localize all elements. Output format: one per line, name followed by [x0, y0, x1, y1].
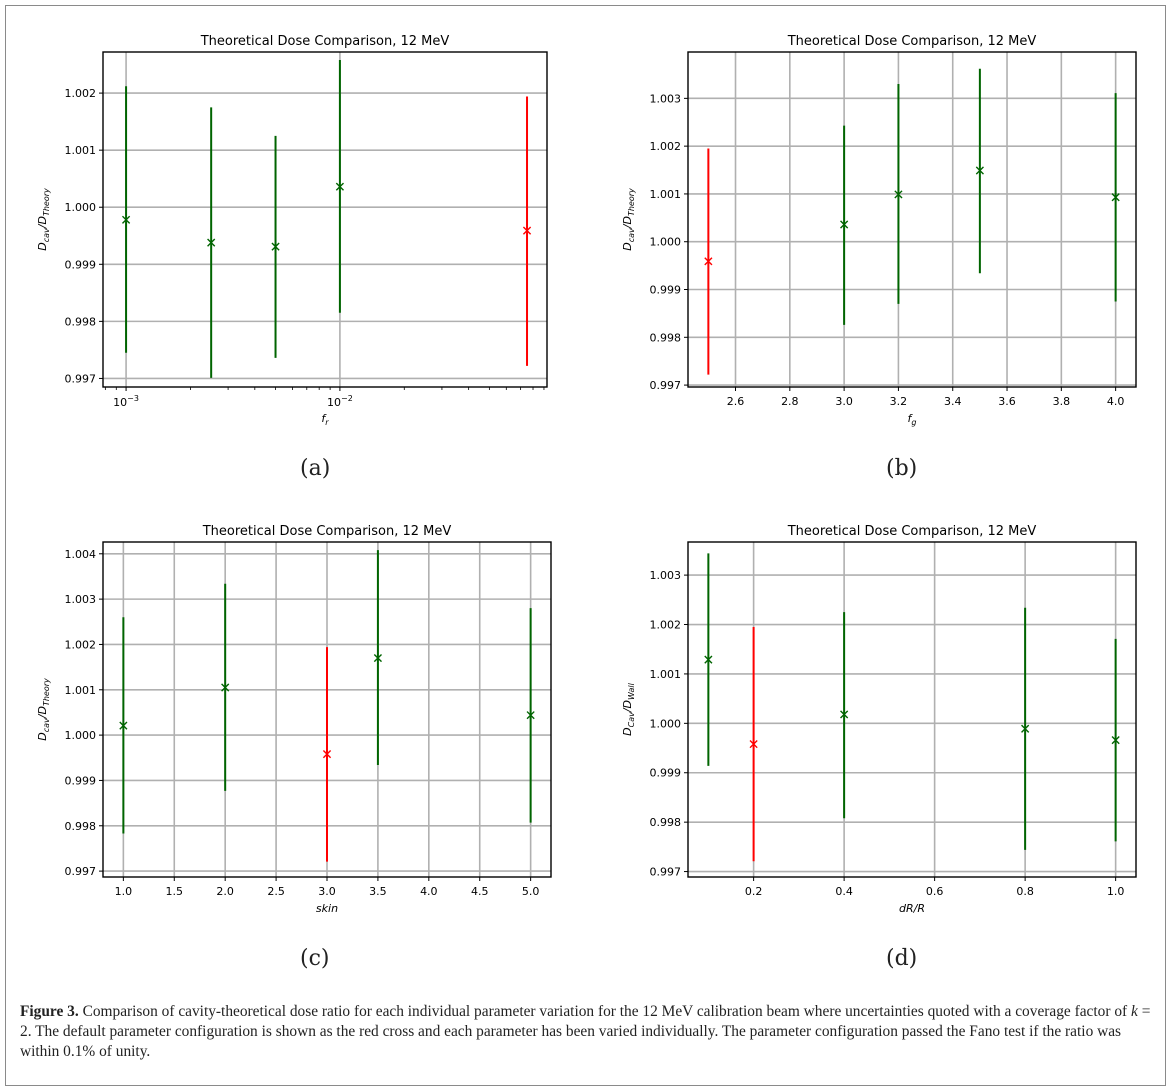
x-axis-label-c: skin: [316, 902, 338, 915]
data-point-marker-b-1: [840, 220, 849, 229]
data-point-marker-a-0: [121, 215, 131, 224]
y-tick-label-a-5: 1.002: [65, 87, 97, 100]
x-tick-label-c-2: 2.0: [216, 885, 234, 898]
default-point-marker-d-1: [749, 739, 758, 749]
x-tick-label-d-4: 1.0: [1107, 885, 1125, 898]
x-tick-label-b-6: 3.8: [1053, 395, 1071, 408]
figure-frame: [5, 5, 1166, 1086]
sublabel-c: (c): [300, 946, 330, 971]
x-tick-label-c-6: 4.0: [420, 885, 438, 898]
data-point-marker-c-4: [526, 711, 535, 720]
x-axis-label-a: fr: [321, 412, 329, 427]
chart-title-a: Theoretical Dose Comparison, 12 MeV: [200, 34, 450, 49]
caption-label: Figure 3.: [20, 1003, 79, 1020]
x-tick-label-c-4: 3.0: [318, 885, 336, 898]
y-tick-label-d-5: 1.002: [650, 619, 682, 632]
x-tick-label-d-0: 0.2: [745, 885, 763, 898]
y-tick-label-b-2: 0.999: [650, 284, 682, 297]
y-tick-label-a-3: 1.000: [65, 201, 97, 214]
x-tick-label-d-3: 0.8: [1016, 885, 1034, 898]
y-tick-label-b-5: 1.002: [650, 140, 682, 153]
y-tick-label-c-3: 1.000: [65, 729, 97, 742]
data-point-marker-d-2: [840, 710, 849, 719]
data-point-marker-b-2: [894, 190, 903, 199]
data-point-marker-d-0: [704, 655, 713, 664]
x-tick-label-b-4: 3.4: [944, 395, 962, 408]
x-tick-label-a-0: 10−3: [113, 394, 139, 409]
y-tick-label-c-0: 0.997: [65, 865, 97, 878]
x-tick-label-b-7: 4.0: [1107, 395, 1125, 408]
data-point-marker-c-0: [119, 721, 128, 730]
x-tick-label-c-8: 5.0: [522, 885, 540, 898]
x-tick-label-d-1: 0.4: [835, 885, 853, 898]
y-tick-label-b-3: 1.000: [650, 236, 682, 249]
y-axis-label-c: Dcav/DTheory: [36, 678, 51, 741]
figure-caption: Figure 3. Comparison of cavity-theoretic…: [20, 1002, 1155, 1062]
plot-frame-d: [687, 541, 1137, 878]
data-point-marker-c-1: [221, 683, 230, 692]
y-tick-label-c-4: 1.001: [65, 684, 97, 697]
y-axis-label-b: Dcav/DTheory: [621, 188, 636, 251]
data-point-marker-a-3: [335, 182, 345, 191]
plot-frame-b: [687, 51, 1137, 388]
data-point-marker-c-3: [373, 653, 383, 663]
y-tick-label-a-4: 1.001: [65, 144, 97, 157]
y-tick-label-a-2: 0.999: [65, 258, 97, 271]
data-point-marker-a-2: [271, 242, 280, 251]
y-tick-label-d-3: 1.000: [650, 717, 682, 730]
y-tick-label-a-1: 0.998: [65, 315, 97, 328]
x-tick-label-c-7: 4.5: [471, 885, 489, 898]
y-tick-label-b-0: 0.997: [650, 379, 682, 392]
y-tick-label-b-4: 1.001: [650, 188, 682, 201]
x-tick-label-c-5: 3.5: [369, 885, 387, 898]
data-point-marker-b-4: [1111, 193, 1120, 202]
chart-title-b: Theoretical Dose Comparison, 12 MeV: [787, 34, 1037, 49]
x-axis-label-b: fg: [908, 412, 917, 427]
x-tick-label-b-0: 2.6: [727, 395, 745, 408]
default-point-marker-c-2: [322, 750, 332, 759]
y-tick-label-c-5: 1.002: [65, 638, 97, 651]
y-tick-label-c-6: 1.003: [65, 593, 97, 606]
y-tick-label-d-2: 0.999: [650, 767, 682, 780]
y-tick-label-b-6: 1.003: [650, 92, 682, 105]
y-tick-label-d-1: 0.998: [650, 816, 682, 829]
default-point-marker-a-4: [522, 226, 532, 235]
x-tick-label-c-0: 1.0: [115, 885, 133, 898]
sublabel-b: (b): [886, 456, 918, 481]
sublabel-a: (a): [300, 456, 331, 481]
data-point-marker-d-4: [1111, 736, 1120, 745]
default-point-marker-b-0: [704, 257, 713, 266]
x-tick-label-b-5: 3.6: [998, 395, 1016, 408]
y-tick-label-d-6: 1.003: [650, 569, 682, 582]
y-tick-label-d-4: 1.001: [650, 668, 682, 681]
y-axis-label-d: DCav/DWall: [621, 682, 636, 736]
x-tick-label-b-1: 2.8: [781, 395, 799, 408]
chart-title-d: Theoretical Dose Comparison, 12 MeV: [787, 524, 1037, 539]
sublabel-d: (d): [886, 946, 918, 971]
x-tick-label-b-3: 3.2: [890, 395, 908, 408]
caption-text-part2: . The default parameter configuration is…: [20, 1023, 1122, 1060]
caption-k-value: = 2: [20, 1003, 1151, 1040]
x-tick-label-d-2: 0.6: [926, 885, 944, 898]
y-tick-label-d-0: 0.997: [650, 866, 682, 879]
data-point-marker-b-3: [975, 166, 984, 175]
y-tick-label-c-7: 1.004: [65, 548, 97, 561]
x-tick-label-b-2: 3.0: [835, 395, 853, 408]
x-tick-label-a-1: 10−2: [327, 394, 353, 409]
y-tick-label-c-2: 0.999: [65, 774, 97, 787]
data-point-marker-d-3: [1021, 724, 1030, 733]
caption-text-part1: Comparison of cavity-theoretical dose ra…: [78, 1003, 1132, 1020]
caption-k-symbol: k: [1131, 1003, 1138, 1020]
x-tick-label-c-3: 2.5: [267, 885, 285, 898]
chart-title-c: Theoretical Dose Comparison, 12 MeV: [202, 524, 452, 539]
y-tick-label-a-0: 0.997: [65, 372, 97, 385]
x-axis-label-d: dR/R: [899, 902, 925, 915]
plot-frame-a: [102, 51, 548, 388]
x-tick-label-c-1: 1.5: [166, 885, 184, 898]
y-axis-label-a: Dcav/DTheory: [36, 188, 51, 251]
data-point-marker-a-1: [207, 238, 216, 247]
y-tick-label-c-1: 0.998: [65, 820, 97, 833]
y-tick-label-b-1: 0.998: [650, 331, 682, 344]
